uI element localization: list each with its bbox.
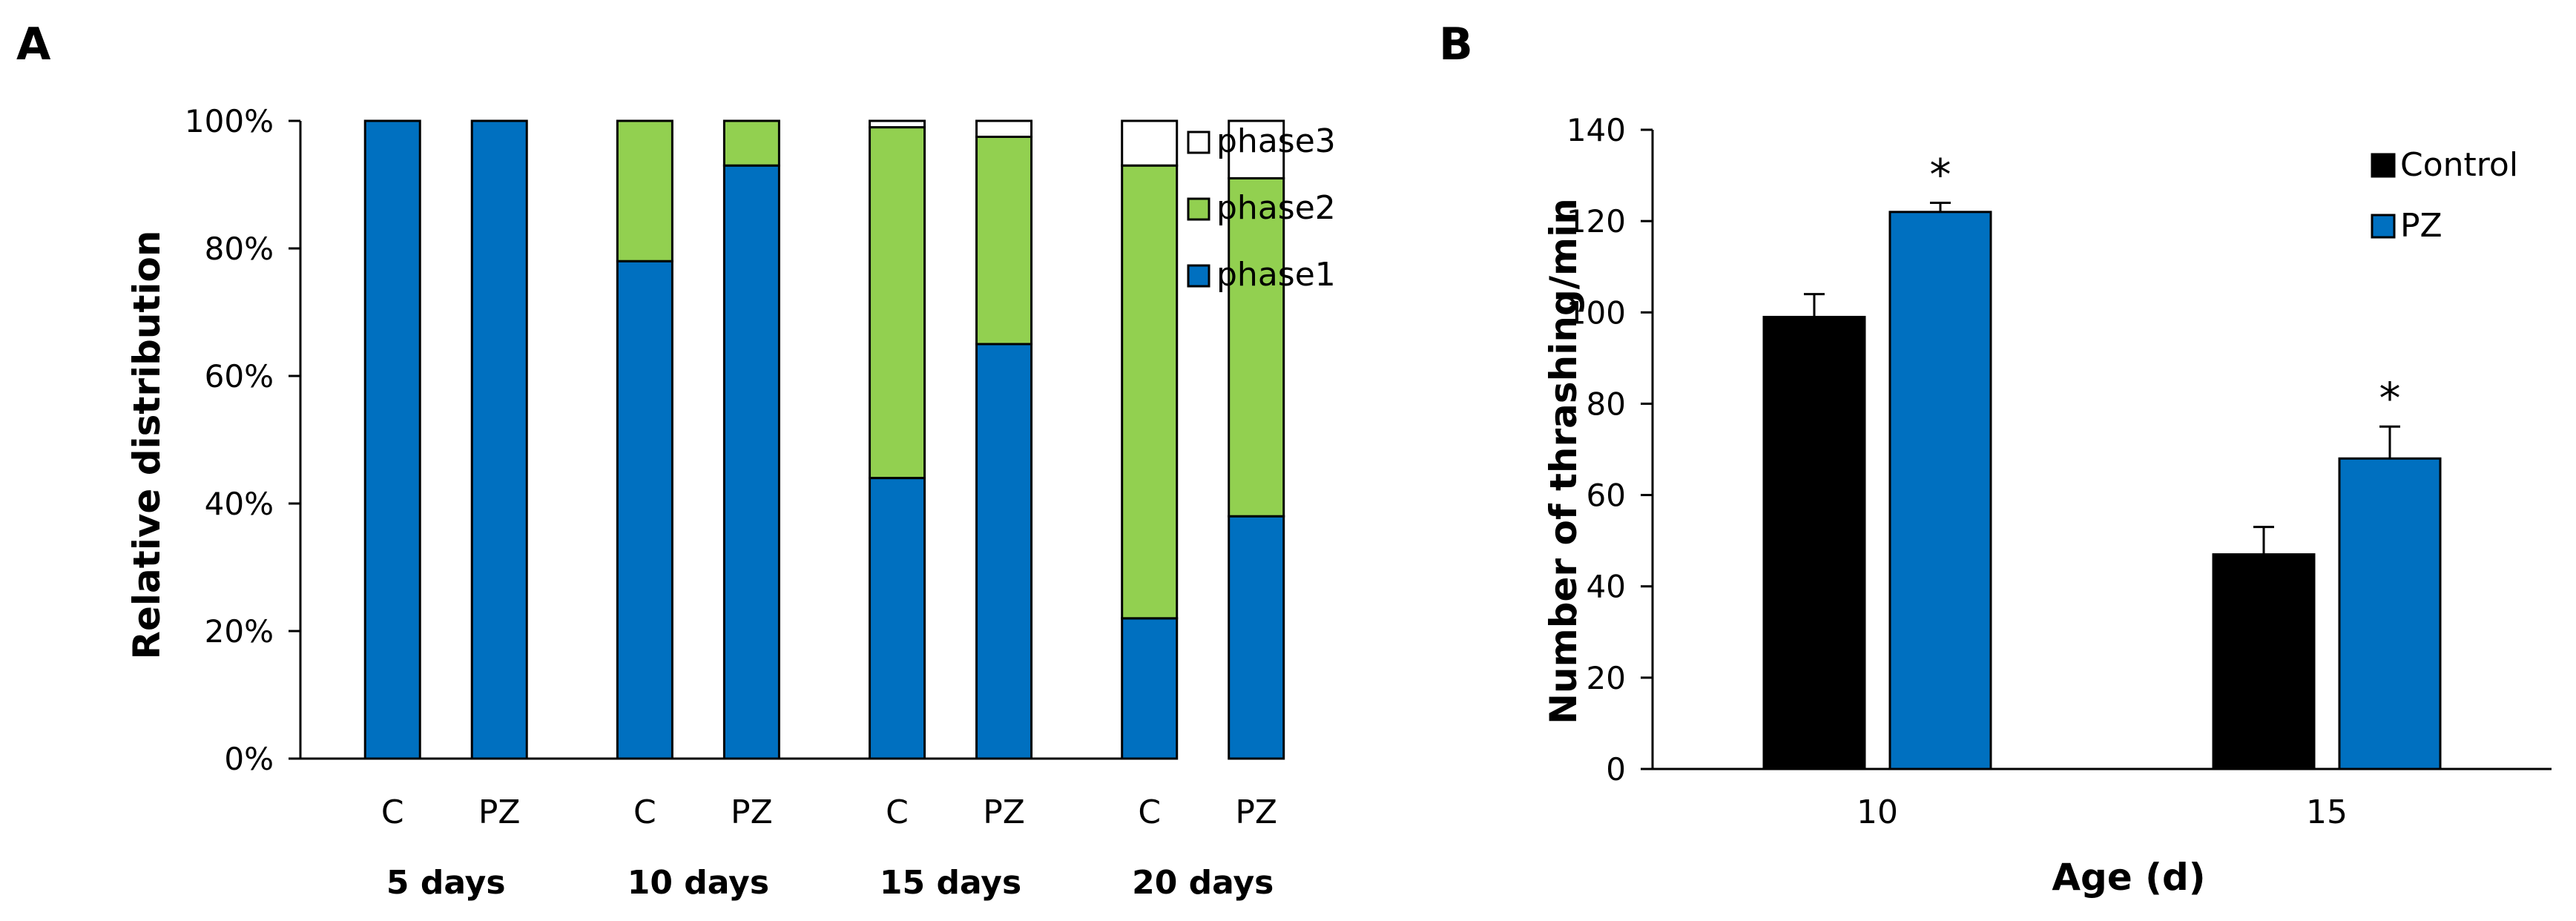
panel-a-bar-phase2 <box>975 136 1033 346</box>
panel-b-y-tick-label: 100 <box>1567 294 1626 331</box>
panel-b-label: B <box>1439 19 1473 70</box>
panel-a-bar-phase3 <box>869 119 926 129</box>
panel-a-group-label: 10 days <box>627 864 769 902</box>
panel-a-bar-phase1 <box>1228 515 1285 760</box>
panel-b-y-tick-label: 60 <box>1587 478 1626 514</box>
panel-a-bar-label: PZ <box>1235 793 1277 831</box>
panel-a-bar-label: PZ <box>478 793 521 831</box>
panel-b-legend-label: Control <box>2400 146 2518 184</box>
panel-a-bar-phase1 <box>1121 617 1179 760</box>
panel-b-category-label: 10 <box>1857 793 1898 831</box>
panel-a-bar-phase2 <box>1121 164 1179 620</box>
panel-a-bar-phase2 <box>722 119 780 167</box>
panel-a-y-axis-label: Relative distribution <box>125 230 168 659</box>
panel-b-bar-control <box>1762 315 1866 770</box>
panel-a-bar-label: C <box>1138 793 1161 831</box>
panel-b-y-tick-label: 40 <box>1587 569 1626 605</box>
panel-a-legend-label: phase1 <box>1216 256 1336 294</box>
panel-a-bar-phase1 <box>722 164 780 760</box>
panel-b-significance-marker: * <box>1930 150 1951 200</box>
panel-b-legend: Control PZ <box>2371 146 2518 245</box>
panel-b-y-axis-label: Number of thrashing/min <box>1542 198 1585 724</box>
panel-a-y-tick-label: 0% <box>224 741 274 777</box>
panel-a-bar-phase3 <box>975 119 1033 138</box>
panel-a-y-tick-label: 20% <box>205 613 274 650</box>
panel-a-legend-swatch-phase3 <box>1187 131 1210 154</box>
panel-a-chart: A Relative distribution 0% 20% 40% 60% 80% 10… <box>16 19 1336 902</box>
panel-a-bar-label: PZ <box>983 793 1025 831</box>
panel-a-bar-phase2 <box>616 119 673 263</box>
panel-a-bar-phase3 <box>1228 119 1285 179</box>
panel-a-legend-label: phase2 <box>1216 189 1336 227</box>
panel-a-bar-label: C <box>886 793 909 831</box>
panel-b-chart: B Number of thrashing/min Age (d) 0 20 40 6… <box>1439 19 2552 899</box>
panel-a-group-label: 15 days <box>880 864 1021 902</box>
panel-a-bar-label: C <box>633 793 656 831</box>
panel-a-y-tick-label: 80% <box>205 231 274 267</box>
panel-b-bar-control <box>2212 553 2316 770</box>
panel-a-label: A <box>16 19 51 70</box>
panel-b-bar-pz <box>2338 457 2442 770</box>
panel-a-bar-phase1 <box>975 343 1033 760</box>
panel-a-y-tick-label: 100% <box>185 103 274 139</box>
panel-b-legend-swatch-pz <box>2371 214 2396 239</box>
panel-b-category-label: 15 <box>2306 793 2348 831</box>
panel-a-y-tick-label: 40% <box>205 486 274 522</box>
panel-a-legend-swatch-phase2 <box>1187 197 1210 221</box>
panel-b-legend-label: PZ <box>2400 207 2442 245</box>
panel-a-group-label: 20 days <box>1132 864 1274 902</box>
panel-a-bar-phase1 <box>363 119 421 760</box>
panel-b-legend-swatch-control <box>2371 153 2396 178</box>
panel-a-legend-swatch-phase1 <box>1187 264 1210 288</box>
panel-b-y-tick-label: 120 <box>1567 203 1626 240</box>
panel-b-x-axis-label: Age (d) <box>2052 856 2205 899</box>
panel-a-bar-phase1 <box>616 260 673 760</box>
panel-b-y-tick-label: 20 <box>1587 660 1626 696</box>
panel-b-significance-marker: * <box>2379 373 2401 423</box>
panel-b-bar-pz <box>1888 211 1992 770</box>
panel-a-legend: phase3 phase2 phase1 <box>1187 122 1336 294</box>
panel-a-bar-phase1 <box>470 119 528 760</box>
panel-a-y-tick-label: 60% <box>205 358 274 395</box>
panel-a-bar-label: PZ <box>731 793 773 831</box>
panel-b-y-tick-label: 80 <box>1587 386 1626 422</box>
panel-a-bar-phase2 <box>1228 176 1285 518</box>
panel-b-y-tick-label: 140 <box>1567 112 1626 148</box>
panel-a-bar-phase2 <box>869 126 926 480</box>
panel-a-bar-label: C <box>381 793 404 831</box>
panel-b-y-tick-label: 0 <box>1606 751 1626 788</box>
panel-a-legend-label: phase3 <box>1216 122 1336 160</box>
panel-a-bar-phase3 <box>1121 119 1179 167</box>
panel-a-bar-phase1 <box>869 477 926 760</box>
panel-a-group-label: 5 days <box>386 864 506 902</box>
